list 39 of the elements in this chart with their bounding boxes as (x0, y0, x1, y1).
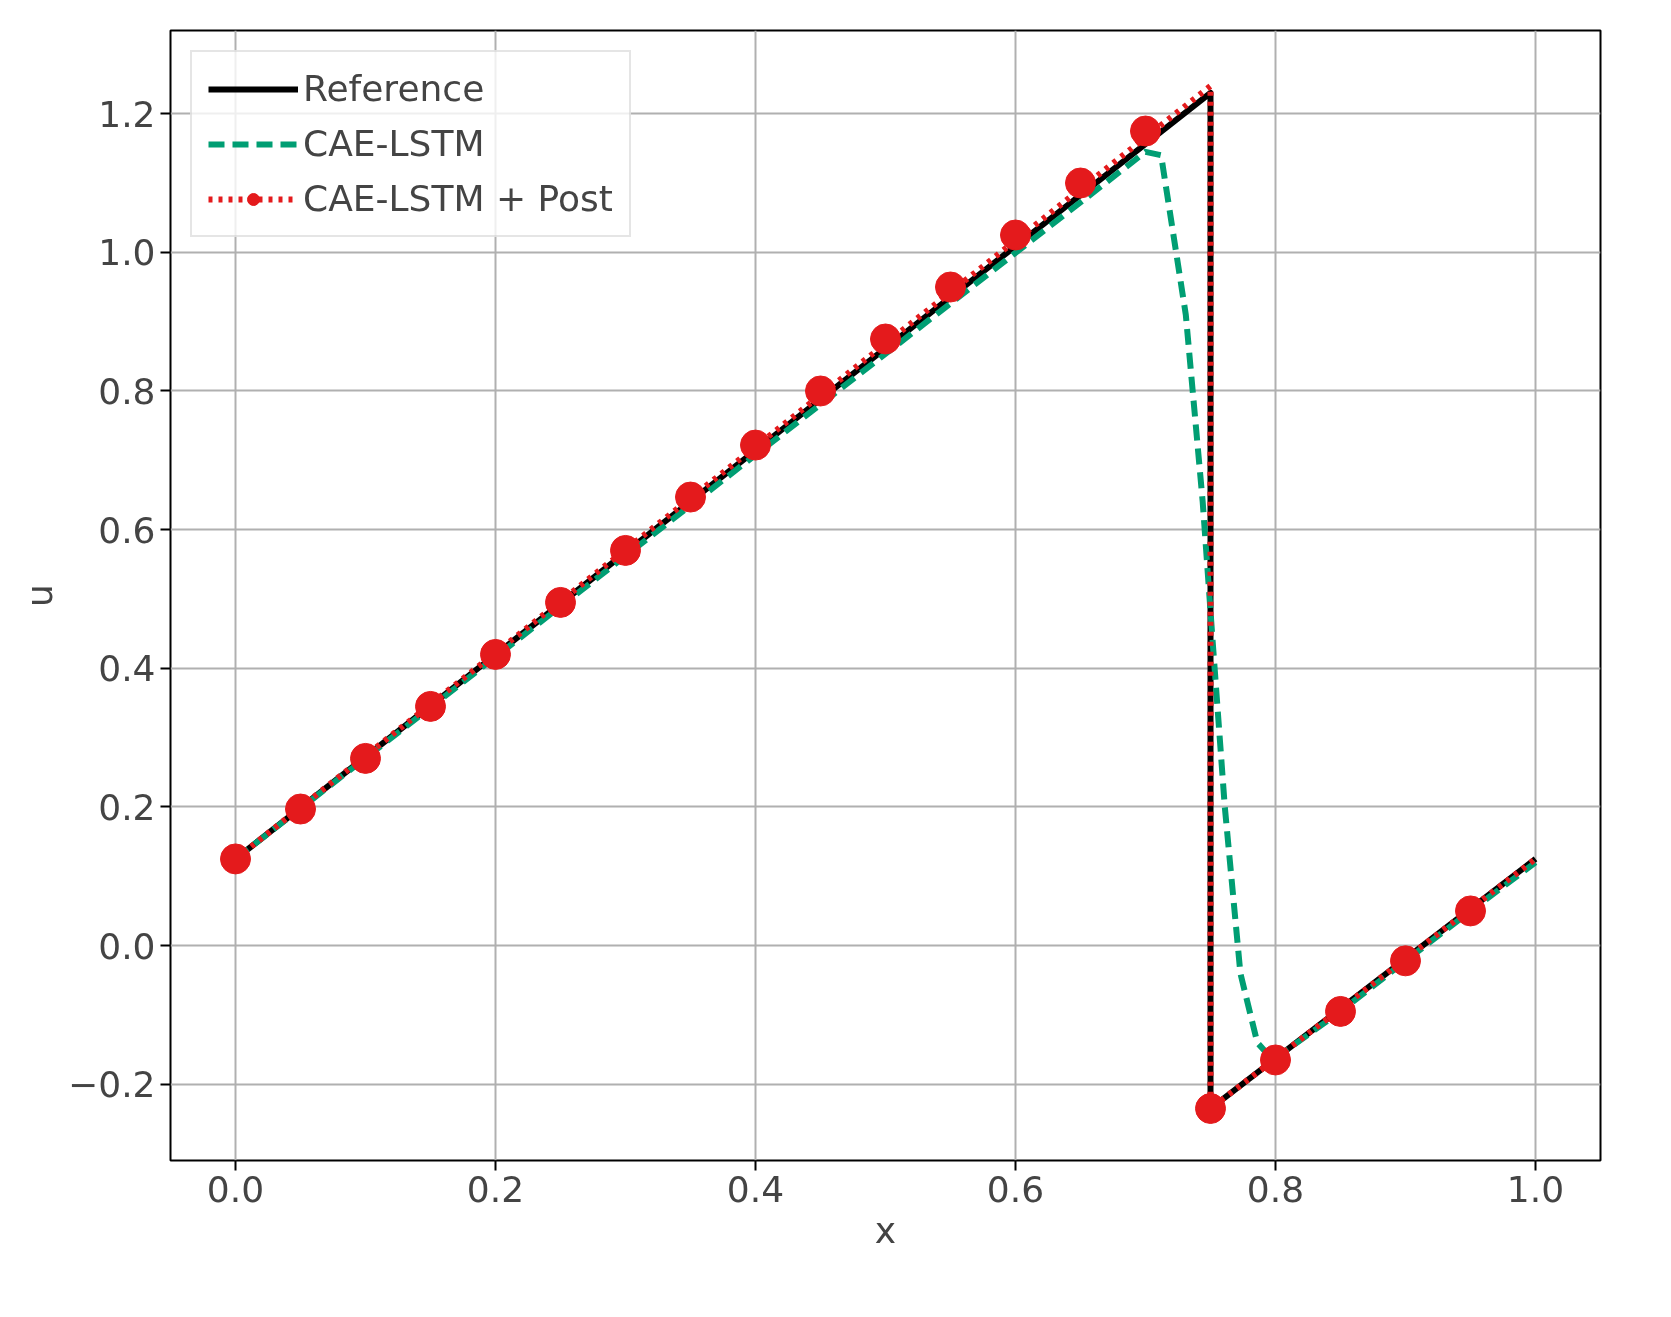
y-tick-label: 0.6 (98, 509, 156, 551)
x-tick-label: 0.6 (986, 1168, 1045, 1210)
x-tick-label: 0.8 (1246, 1168, 1305, 1210)
x-tick-label: 0.0 (206, 1168, 265, 1210)
legend-label: Reference (303, 68, 485, 109)
y-tick-label: 0.0 (98, 925, 156, 967)
point (675, 481, 706, 513)
y-tick-label: 1.0 (98, 232, 156, 274)
x-tick-label: 0.2 (466, 1168, 525, 1210)
point (350, 742, 381, 774)
point (1065, 167, 1096, 199)
y-axis-title: u (19, 584, 61, 607)
point (1000, 219, 1031, 251)
point (545, 586, 576, 618)
point (1455, 895, 1486, 927)
point (1390, 945, 1421, 977)
point (480, 638, 511, 670)
point (285, 793, 316, 825)
point (220, 843, 251, 875)
point (935, 271, 966, 303)
point (1130, 115, 1161, 147)
point (415, 690, 446, 722)
point (1260, 1044, 1291, 1076)
y-tick-label: 0.4 (98, 648, 156, 690)
x-tick-label: 1.0 (1506, 1168, 1565, 1210)
point (1325, 995, 1356, 1027)
point (740, 429, 771, 461)
y-tick-label: 0.2 (98, 786, 156, 828)
point (870, 323, 901, 355)
y-tick-label: 1.2 (98, 93, 156, 135)
legend-label: CAE-LSTM (303, 123, 485, 164)
y-tick-label: −0.2 (68, 1064, 156, 1106)
point (610, 534, 641, 566)
legend-label: CAE-LSTM + Post (303, 178, 613, 219)
y-tick-label: 0.8 (98, 370, 156, 412)
x-tick-label: 0.4 (726, 1168, 785, 1210)
point (805, 375, 836, 407)
x-axis-title: x (874, 1209, 897, 1251)
point (1195, 1093, 1226, 1124)
